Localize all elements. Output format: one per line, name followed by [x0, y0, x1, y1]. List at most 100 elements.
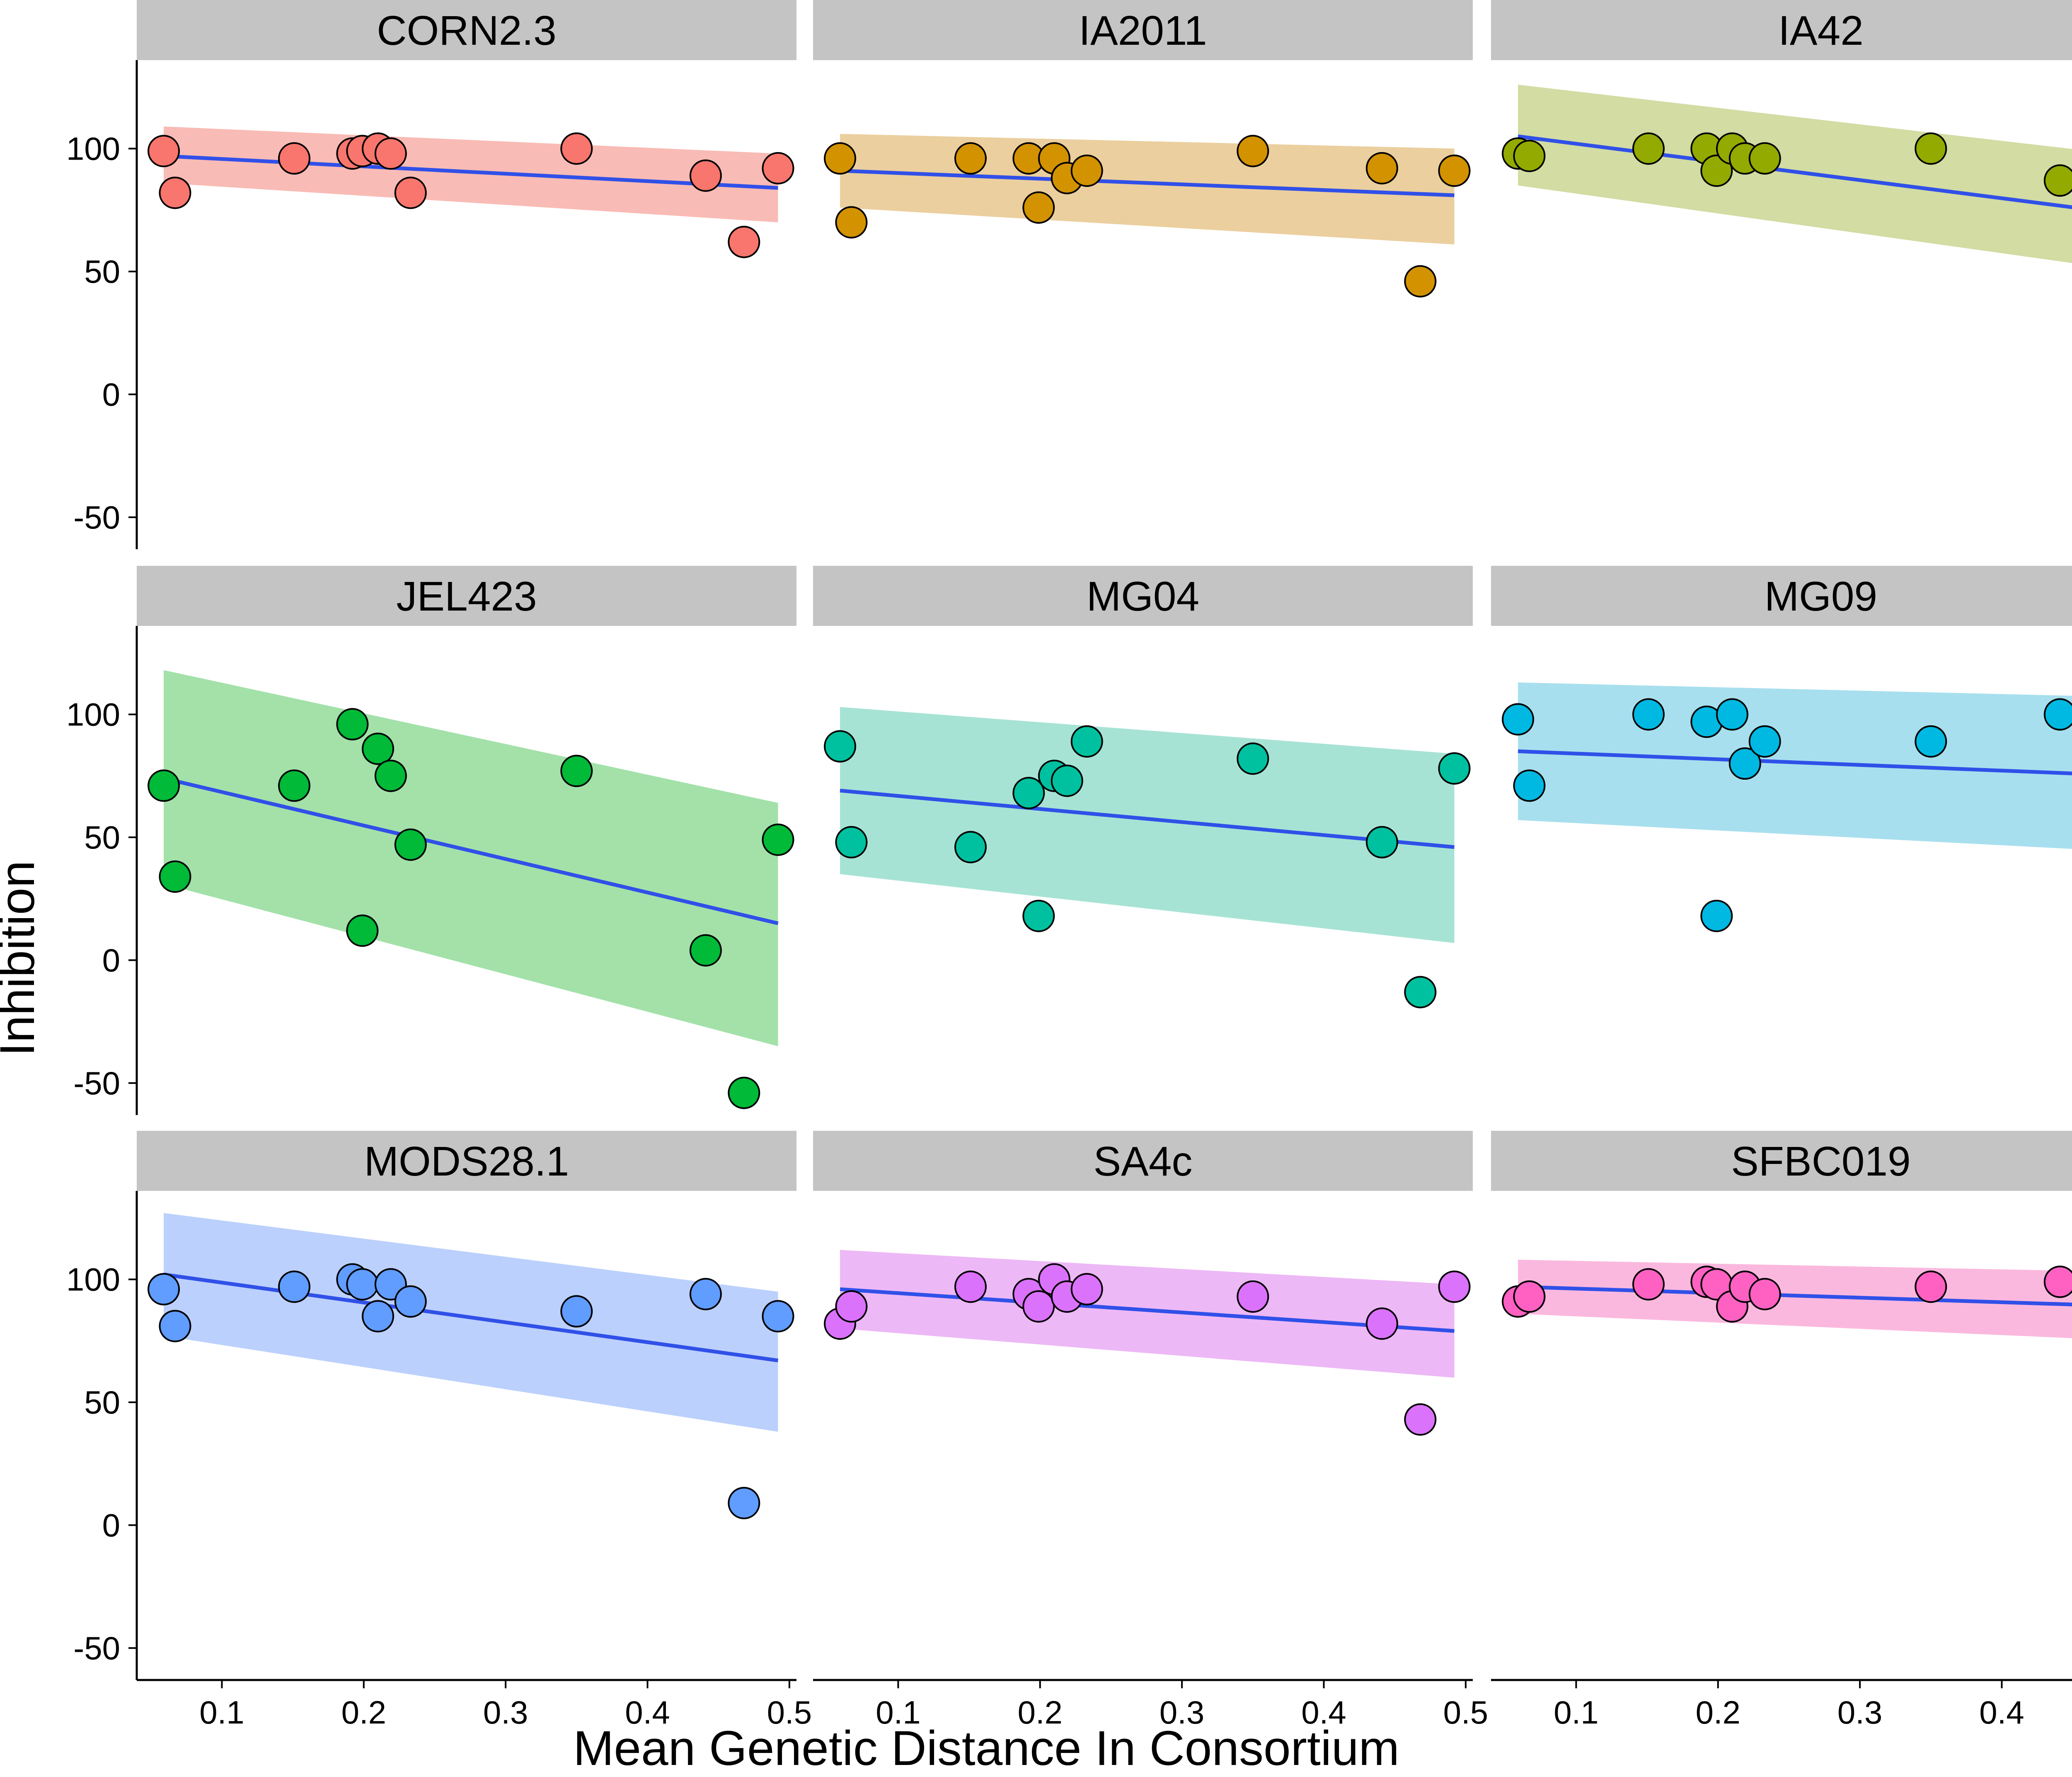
data-point-mg09-5	[1716, 698, 1749, 731]
data-point-ia2011-7	[1070, 154, 1103, 187]
data-point-ia42-2	[1632, 132, 1665, 165]
data-point-mods28-1-5	[362, 1300, 395, 1333]
panel-mg09: MG09	[1491, 566, 2072, 932]
data-point-ia2011-8	[1237, 135, 1269, 167]
x-tick-label: 0.5	[1443, 1694, 1488, 1731]
x-tick-label: 0.2	[1018, 1694, 1063, 1731]
strip-label-sa4c: SA4c	[1093, 1138, 1192, 1185]
data-point-jel423-10	[728, 1076, 760, 1109]
data-point-corn2-3-7	[394, 177, 427, 209]
data-point-mods28-1-1	[159, 1310, 191, 1343]
panels-layer: CORN2.3 IA2011 IA42 JEL423 MG04 MG09 MODS28.1 S…	[137, 0, 2072, 1520]
strip-ia2011	[813, 0, 1473, 60]
data-point-corn2-3-2	[278, 142, 311, 175]
y-tick-label: 100	[66, 1261, 120, 1297]
data-point-mods28-1-4	[346, 1268, 379, 1301]
data-point-ia42-9	[2043, 164, 2072, 197]
data-point-jel423-4	[346, 914, 379, 947]
data-point-ia42-8	[1915, 132, 1947, 165]
confidence-band-ia42	[1518, 85, 2072, 263]
x-tick-label: 0.3	[483, 1694, 528, 1731]
data-point-sa4c-11	[1438, 1270, 1471, 1303]
data-point-sa4c-2	[954, 1270, 987, 1303]
data-point-jel423-2	[278, 769, 311, 802]
data-point-jel423-9	[689, 934, 722, 967]
data-point-mods28-1-9	[689, 1278, 722, 1311]
data-point-mg04-7	[1070, 725, 1103, 758]
strip-mg09	[1491, 566, 2072, 626]
data-point-ia2011-2	[954, 142, 987, 175]
data-point-jel423-0	[148, 769, 180, 802]
x-tick-label: 0.3	[1837, 1694, 1882, 1731]
x-tick-label: 0.5	[767, 1694, 812, 1731]
y-tick-label: 100	[66, 130, 120, 167]
data-point-mg04-6	[1051, 764, 1083, 797]
data-point-mg09-6	[1728, 747, 1761, 780]
x-axis-col-2: 0.1 0.2 0.3 0.4 0.5	[813, 1679, 1488, 1731]
data-point-mg09-4	[1700, 899, 1733, 932]
data-point-jel423-5	[362, 732, 395, 765]
trend-line-sfbc019	[1518, 1285, 2072, 1307]
trend-line-ia2011	[840, 169, 1455, 197]
strip-corn2-3	[137, 0, 796, 60]
panel-corn2-3: CORN2.3	[137, 0, 796, 258]
y-tick-label: 100	[66, 696, 120, 732]
strip-ia42	[1491, 0, 2072, 60]
confidence-band-mg04	[840, 707, 1455, 943]
data-point-sfbc019-8	[1915, 1270, 1947, 1303]
data-point-jel423-8	[560, 754, 593, 787]
data-point-mg04-9	[1365, 826, 1398, 858]
data-point-corn2-3-6	[374, 137, 407, 170]
data-point-sfbc019-9	[2043, 1265, 2072, 1298]
data-point-mods28-1-2	[278, 1270, 311, 1303]
data-point-ia2011-10	[1404, 265, 1437, 298]
data-point-jel423-7	[394, 828, 427, 861]
trend-line-ia42	[1518, 134, 2072, 209]
data-point-sa4c-8	[1237, 1280, 1269, 1313]
strip-jel423	[137, 566, 796, 626]
y-tick-label: 50	[84, 1384, 120, 1421]
data-point-mg09-1	[1513, 769, 1546, 802]
panel-sa4c: SA4c	[813, 1131, 1473, 1436]
data-point-mods28-1-10	[728, 1487, 760, 1520]
strip-label-sfbc019: SFBC019	[1731, 1138, 1911, 1185]
data-point-sa4c-10	[1404, 1403, 1437, 1436]
data-point-mg09-7	[1748, 725, 1781, 758]
strip-label-mg04: MG04	[1087, 573, 1199, 620]
confidence-band-ia2011	[840, 133, 1455, 245]
y-axis-row-2: -50 0 50 100	[66, 626, 138, 1115]
data-point-ia42-7	[1748, 142, 1781, 175]
data-point-mg04-10	[1404, 976, 1437, 1009]
data-point-mods28-1-8	[560, 1295, 593, 1328]
data-point-mg04-2	[954, 831, 987, 863]
panel-ia42: IA42	[1491, 0, 2072, 263]
data-point-corn2-3-10	[728, 225, 760, 258]
x-axis-title: Mean Genetic Distance In Consortium	[573, 1721, 1399, 1776]
data-point-mg04-4	[1022, 899, 1055, 932]
x-axis-col-1: 0.1 0.2 0.3 0.4 0.5	[137, 1679, 812, 1731]
data-point-corn2-3-11	[762, 152, 794, 184]
data-point-corn2-3-8	[560, 132, 593, 165]
data-point-corn2-3-0	[148, 135, 180, 167]
data-point-sfbc019-2	[1632, 1268, 1665, 1301]
data-point-mg04-11	[1438, 752, 1471, 785]
confidence-band-jel423	[164, 670, 778, 1046]
strip-sfbc019	[1491, 1131, 2072, 1191]
y-axis-row-3: -50 0 50 100	[66, 1191, 138, 1680]
y-tick-label: -50	[73, 499, 120, 536]
data-point-sfbc019-1	[1513, 1280, 1546, 1313]
data-point-mg04-8	[1237, 742, 1269, 775]
strip-mods28-1	[137, 1131, 796, 1191]
strip-label-ia2011: IA2011	[1079, 7, 1207, 54]
data-point-mods28-1-0	[148, 1273, 180, 1306]
data-point-sa4c-4	[1022, 1290, 1055, 1323]
strip-label-ia42: IA42	[1778, 7, 1864, 54]
y-tick-label: 0	[102, 376, 120, 412]
data-point-mg04-1	[835, 826, 868, 858]
confidence-band-sa4c	[840, 1250, 1455, 1378]
x-tick-label: 0.2	[1696, 1694, 1740, 1731]
confidence-band-mg09	[1518, 682, 2072, 849]
y-tick-label: -50	[73, 1065, 120, 1101]
trend-line-jel423	[163, 776, 779, 925]
data-point-ia42-1	[1513, 140, 1546, 172]
